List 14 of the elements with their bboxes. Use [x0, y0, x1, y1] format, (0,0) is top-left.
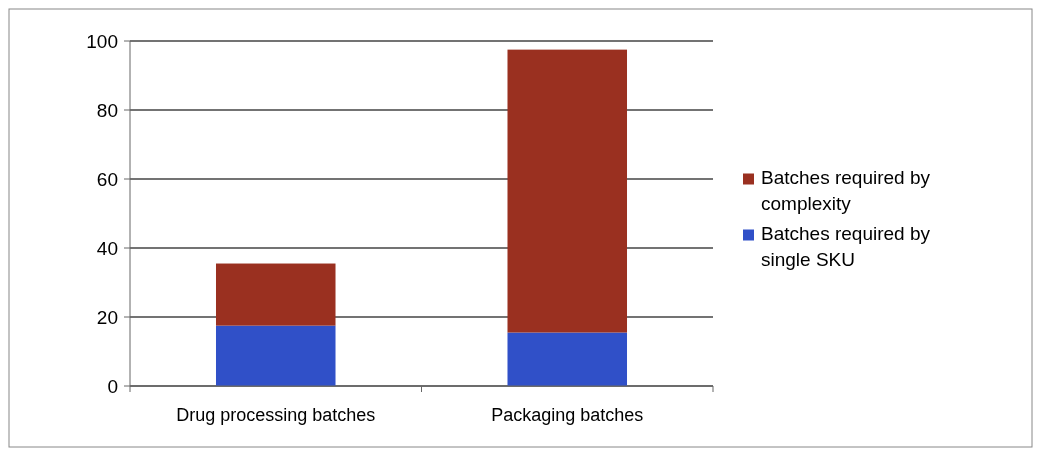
bar [507, 49, 628, 333]
y-tick-label: 40 [96, 237, 118, 259]
legend-label: Batches required by complexity [761, 166, 931, 214]
y-tick-label: 60 [96, 168, 118, 190]
bar [215, 325, 336, 386]
y-tick-label: 0 [107, 375, 118, 397]
x-tick-label: Packaging batches [491, 405, 644, 425]
bar [507, 332, 628, 386]
bar [215, 263, 336, 326]
legend-label: Batches required by single SKU [761, 222, 931, 270]
y-tick-label: 80 [96, 99, 118, 121]
y-tick-label: 100 [86, 30, 118, 52]
x-tick-label: Drug processing batches [176, 405, 376, 425]
y-tick-label: 20 [96, 306, 118, 328]
